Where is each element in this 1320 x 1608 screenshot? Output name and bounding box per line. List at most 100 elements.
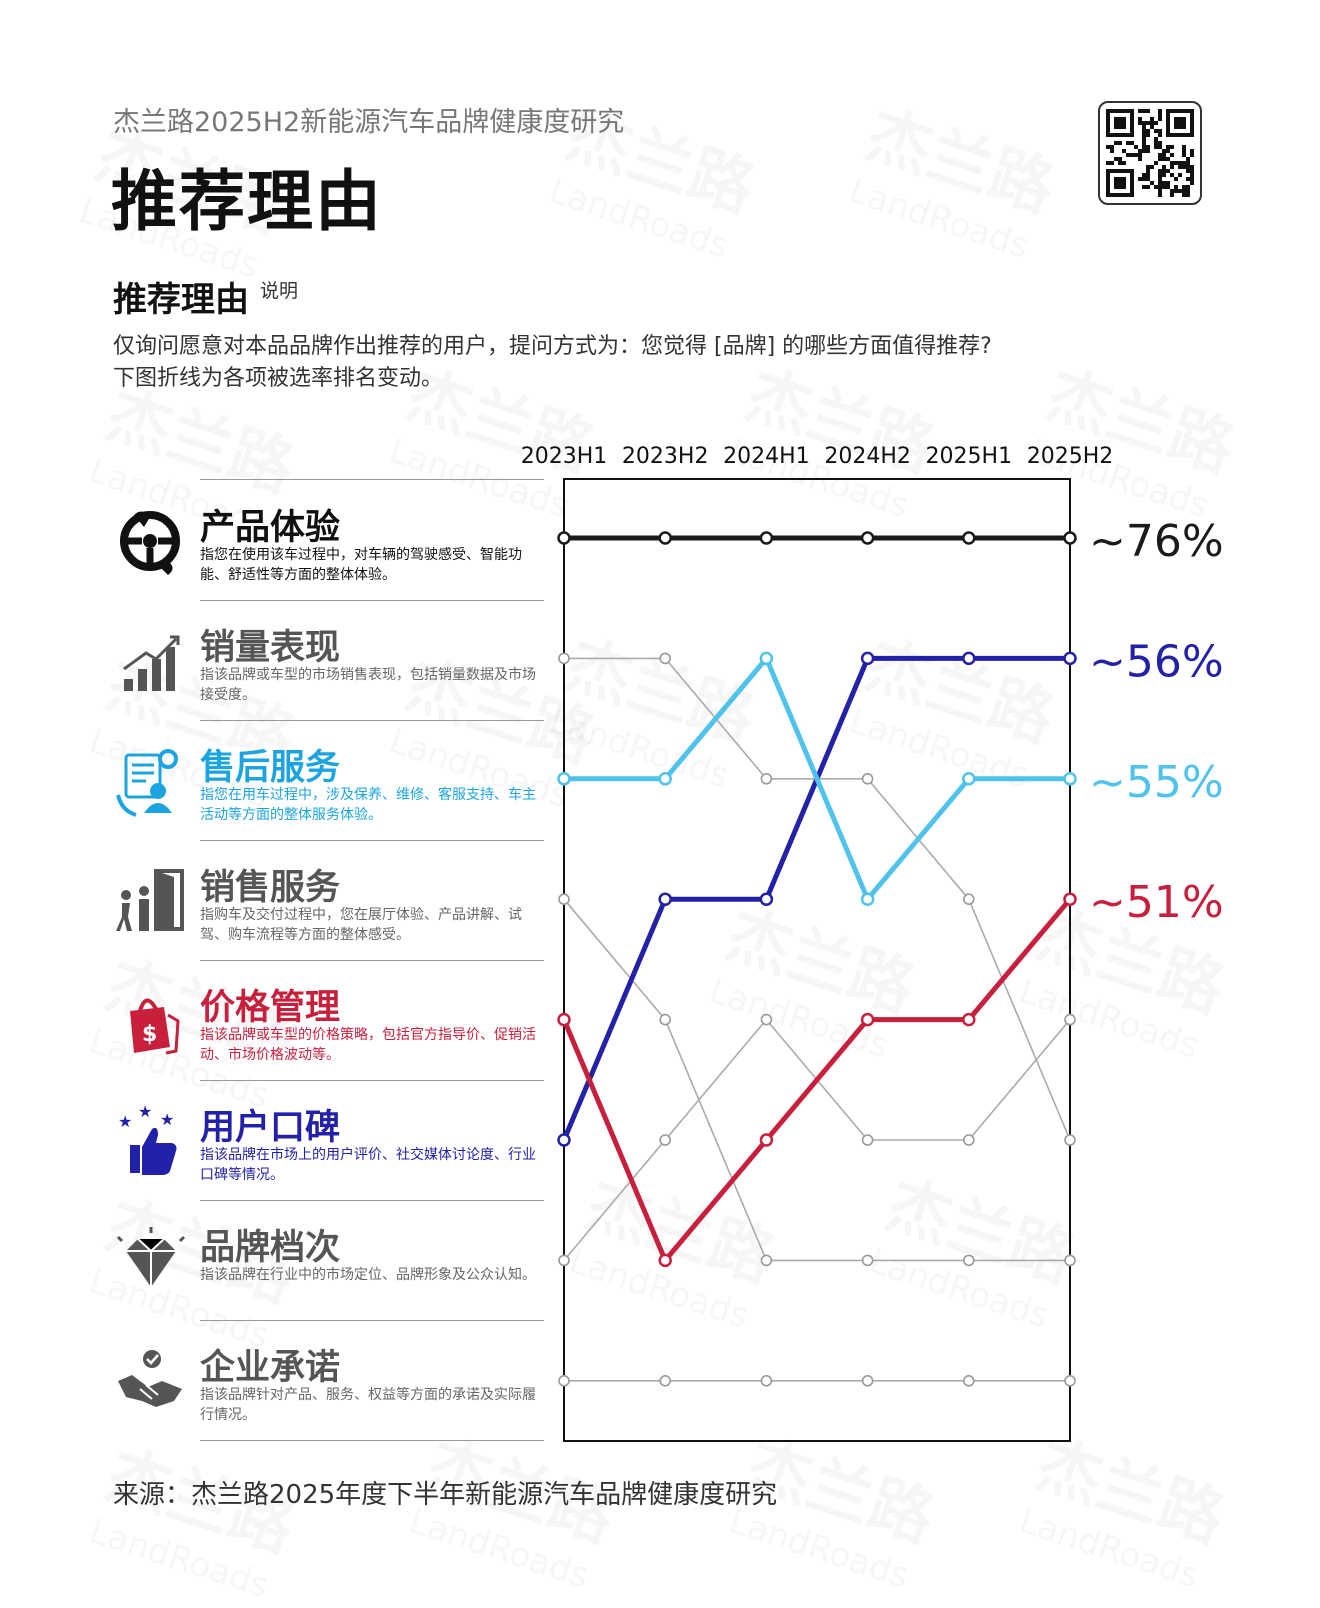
period-tick-label: 2025H1 [926,444,1013,469]
series-line [561,896,1073,1263]
period-tick-label: 2024H1 [723,444,810,469]
data-point [658,892,672,906]
category-divider [200,1320,544,1321]
data-point [659,1013,672,1026]
category-divider [200,720,544,721]
data-point [759,651,774,666]
data-point [759,892,774,906]
price-bag-icon: $ [130,998,180,1055]
period-tick-label: 2025H2 [1027,444,1114,469]
data-point [962,893,975,906]
category-name: 品牌档次 [200,1228,341,1268]
series-line [563,1018,1071,1262]
data-point [962,531,976,545]
category-name: 企业承诺 [200,1348,341,1388]
category-name: 产品体验 [200,508,341,548]
category-divider [200,840,544,841]
category-note: 指您在用车过程中，涉及保养、维修、客服支持、车主活动等方面的整体服务体验。 [200,787,536,823]
data-point [861,772,874,785]
data-point [760,1375,773,1387]
data-point [659,1375,672,1387]
series-line [563,898,1071,1262]
description-line-1: 仅询问愿意对本品品牌作出推荐的用户，提问方式为：您觉得 [品牌] 的哪些方面值得… [113,334,992,359]
category-item: 企业承诺 指该品牌针对产品、服务、权益等方面的承诺及实际履行情况。 [112,1321,544,1441]
category-item: ★ ★ ★ 用户口碑 指该品牌在市场上的用户评价、社交媒体讨论度、行业口碑等情况。 [112,1081,544,1201]
series-line [563,657,1071,1141]
category-item: $ 价格管理 指该品牌或车型的价格策略，包括官方指导价、促销活动、市场价格波动等。 [112,961,544,1081]
category-divider [200,1440,544,1441]
category-divider [200,600,544,601]
category-note: 指该品牌针对产品、服务、权益等方面的承诺及实际履行情况。 [200,1387,536,1423]
diamond-icon [116,1227,186,1287]
data-point [1064,1134,1076,1146]
data-point [558,893,570,906]
data-point [962,1012,976,1027]
data-point [860,651,875,666]
data-point [861,1134,874,1146]
data-point [658,1253,672,1268]
category-divider [200,1200,544,1201]
category-name: 销量表现 [200,628,341,668]
category-name: 用户口碑 [200,1108,341,1148]
svg-text:★: ★ [160,1110,174,1129]
chart-frame [563,478,1071,1442]
category-item: 品牌档次 指该品牌在行业中的市场定位、品牌形象及公众认知。 [112,1201,544,1321]
category-item: 产品体验 指您在使用该车过程中，对车辆的驾驶感受、智能功能、舒适性等方面的整体体验… [112,481,544,601]
category-note: 指该品牌在行业中的市场定位、品牌形象及公众认知。 [200,1267,536,1283]
period-tick-label: 2024H2 [824,444,911,469]
thumbs-up-stars-icon: ★ ★ ★ [118,1102,177,1175]
data-point [760,772,773,785]
list-top-divider [200,479,544,480]
period-tick-label: 2023H1 [521,444,608,469]
data-point [1064,1375,1076,1387]
report-subtitle: 杰兰路2025H2新能源汽车品牌健康度研究 [113,107,625,138]
category-item: 售后服务 指您在用车过程中，涉及保养、维修、客服支持、车主活动等方面的整体服务体验… [112,721,544,841]
data-point [558,652,570,665]
data-point [962,1254,975,1267]
data-point [557,1012,571,1027]
data-point [558,1254,570,1267]
end-value-label: ~55% [1089,757,1224,808]
section-title: 推荐理由 [113,280,249,320]
page-title: 推荐理由 [111,163,383,240]
category-item: 销量表现 指该品牌或车型的市场销售表现，包括销量数据及市场接受度。 [112,601,544,721]
data-point [861,1254,874,1267]
data-point [860,1012,875,1027]
series-line [561,655,1073,1143]
end-value-label: ~76% [1089,516,1224,567]
category-name: 销售服务 [200,868,341,908]
data-point [759,531,774,545]
data-point [1064,1013,1076,1026]
category-note: 指该品牌在市场上的用户评价、社交媒体讨论度、行业口碑等情况。 [200,1147,536,1183]
qr-code-icon[interactable] [1098,101,1202,205]
category-note: 指您在使用该车过程中，对车辆的驾驶感受、智能功能、舒适性等方面的整体体验。 [200,547,522,583]
data-point [659,1134,672,1146]
data-point [962,651,976,666]
steering-wheel-icon [120,511,180,575]
category-name: 价格管理 [200,988,341,1028]
category-note: 指该品牌或车型的价格策略，包括官方指导价、促销活动、市场价格波动等。 [200,1027,536,1063]
description-line-2: 下图折线为各项被选率排名变动。 [113,366,444,391]
data-point [557,1133,571,1147]
data-point [759,1133,774,1147]
data-point [658,772,672,786]
svg-text:★: ★ [118,1112,132,1131]
customer-service-icon [116,749,178,817]
category-note: 指该品牌或车型的市场销售表现，包括销量数据及市场接受度。 [200,667,536,703]
data-point [1063,651,1077,666]
period-tick-label: 2023H2 [622,444,709,469]
data-point [557,531,571,545]
category-divider [200,1080,544,1081]
data-point [558,1375,570,1387]
data-point [860,531,875,545]
data-point [860,892,875,906]
category-item: 销售服务 指购车及交付过程中，您在展厅体验、产品讲解、试驾、购车流程等方面的整体感… [112,841,544,961]
data-point [1063,892,1077,906]
handshake-icon [118,1350,182,1407]
data-point [760,1013,773,1026]
data-point [962,1134,975,1146]
source-note: 来源：杰兰路2025年度下半年新能源汽车品牌健康度研究 [113,1480,778,1510]
data-point [1064,1254,1076,1267]
data-point [760,1254,773,1267]
